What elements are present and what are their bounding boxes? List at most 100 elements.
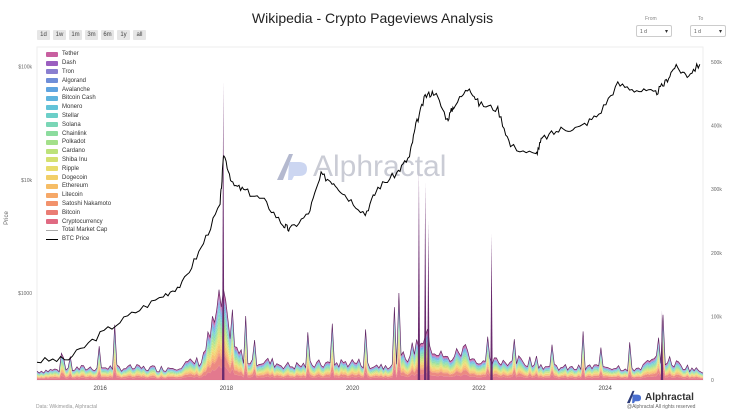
area-solana: [37, 312, 703, 376]
legend-label: Bitcoin: [62, 209, 81, 216]
range-button-all[interactable]: all: [133, 30, 146, 40]
legend-label: Total Market Cap: [62, 227, 108, 234]
area-shiba-inu: [37, 330, 703, 377]
legend-line-swatch: [46, 238, 58, 240]
legend-item[interactable]: Polkadot: [46, 138, 111, 147]
y-left-axis-label: Price: [4, 211, 10, 225]
legend-swatch: [46, 183, 58, 189]
legend-item[interactable]: Chainlink: [46, 129, 111, 138]
legend: Tether Dash Tron Algorand Avalanche Bitcoin C…: [46, 50, 111, 244]
legend-item[interactable]: Algorand: [46, 76, 111, 85]
range-button-1d[interactable]: 1d: [37, 30, 50, 40]
legend-item[interactable]: Cryptocurrency: [46, 217, 111, 226]
pageview-spike: [427, 221, 430, 380]
legend-item[interactable]: Monero: [46, 103, 111, 112]
legend-item[interactable]: Stellar: [46, 112, 111, 121]
legend-swatch: [46, 51, 58, 57]
y-right-tick-label: 0: [711, 378, 714, 384]
range-button-6m[interactable]: 6m: [101, 30, 114, 40]
area-cardano: [37, 325, 703, 377]
legend-label: Ethereum: [62, 183, 89, 190]
legend-swatch: [46, 131, 58, 137]
area-bitcoin: [37, 354, 703, 379]
legend-line-swatch: [46, 229, 58, 231]
pageviews-total-outline: [36, 289, 704, 374]
area-dogecoin: [37, 338, 703, 378]
x-tick-label: 2018: [220, 386, 234, 392]
legend-item[interactable]: Dash: [46, 59, 111, 68]
legend-label: Stellar: [62, 112, 80, 119]
legend-item[interactable]: Shiba Inu: [46, 156, 111, 165]
brand-copyright: @Alphractal All rights reserved: [627, 404, 696, 410]
legend-label: Ripple: [62, 165, 80, 172]
area-litecoin: [37, 348, 703, 378]
legend-swatch: [46, 157, 58, 163]
legend-label: Polkadot: [62, 139, 86, 146]
area-ethereum: [37, 342, 703, 378]
range-button-1y[interactable]: 1y: [117, 30, 130, 40]
legend-swatch: [46, 60, 58, 66]
legend-item[interactable]: Tether: [46, 50, 111, 59]
to-label: To: [698, 16, 704, 22]
legend-swatch: [46, 148, 58, 154]
legend-item[interactable]: Cardano: [46, 147, 111, 156]
x-tick-label: 2024: [598, 386, 612, 392]
y-right-tick-label: 300k: [711, 187, 722, 193]
footer-source: Data: Wikimedia, Alphractal: [36, 404, 98, 410]
legend-label: Bitcoin Cash: [62, 95, 96, 102]
legend-item[interactable]: Solana: [46, 120, 111, 129]
legend-item[interactable]: BTC Price: [46, 235, 111, 244]
legend-item[interactable]: Litecoin: [46, 191, 111, 200]
pageview-spike: [222, 81, 225, 380]
legend-label: Cryptocurrency: [62, 218, 103, 225]
legend-swatch: [46, 122, 58, 128]
legend-item[interactable]: Ethereum: [46, 182, 111, 191]
legend-label: Monero: [62, 104, 83, 111]
y-left-tick-label: $100k: [18, 65, 32, 71]
pageview-spike: [417, 170, 421, 380]
legend-label: Dash: [62, 60, 77, 67]
pageview-spike: [490, 233, 493, 380]
legend-swatch: [46, 104, 58, 110]
legend-label: Avalanche: [62, 86, 90, 93]
legend-item[interactable]: Total Market Cap: [46, 226, 111, 235]
legend-swatch: [46, 175, 58, 181]
legend-swatch: [46, 192, 58, 198]
pageview-spike: [660, 310, 664, 380]
legend-item[interactable]: Dogecoin: [46, 173, 111, 182]
legend-item[interactable]: Avalanche: [46, 85, 111, 94]
alphractal-logo-icon: [277, 154, 307, 180]
legend-item[interactable]: Bitcoin Cash: [46, 94, 111, 103]
alphractal-logo-icon: [626, 390, 642, 404]
legend-swatch: [46, 210, 58, 216]
watermark: Alphractal: [275, 150, 446, 184]
brand-name: Alphractal: [645, 391, 694, 403]
range-button-1m[interactable]: 1m: [69, 30, 82, 40]
to-date-select[interactable]: 1 d ▾: [690, 25, 726, 37]
legend-label: Algorand: [62, 77, 87, 84]
legend-swatch: [46, 87, 58, 93]
legend-label: BTC Price: [62, 236, 90, 243]
area-dash: [37, 295, 703, 374]
legend-swatch: [46, 201, 58, 207]
legend-swatch: [46, 69, 58, 75]
legend-item[interactable]: Tron: [46, 68, 111, 77]
legend-label: Solana: [62, 121, 81, 128]
legend-swatch: [46, 166, 58, 172]
from-date-select[interactable]: 1 d ▾: [636, 25, 672, 37]
legend-item[interactable]: Ripple: [46, 164, 111, 173]
y-right-tick-label: 100k: [711, 314, 722, 320]
area-cryptocurrency: [37, 365, 703, 380]
from-label: From: [645, 16, 657, 22]
range-button-3m[interactable]: 3m: [85, 30, 98, 40]
legend-item[interactable]: Satoshi Nakamoto: [46, 200, 111, 209]
range-button-1w[interactable]: 1w: [53, 30, 66, 40]
legend-label: Tether: [62, 51, 79, 58]
from-date-value: 1 d: [640, 29, 647, 35]
area-algorand: [37, 299, 703, 374]
pageview-spike: [424, 182, 427, 380]
legend-swatch: [46, 113, 58, 119]
legend-item[interactable]: Bitcoin: [46, 208, 111, 217]
y-left-tick-label: $10k: [21, 178, 32, 184]
